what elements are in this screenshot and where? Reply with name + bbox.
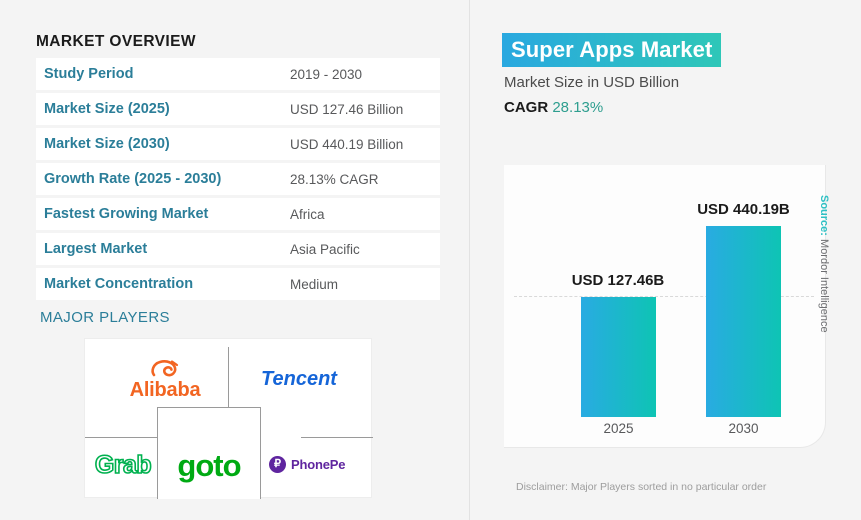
row-label: Market Size (2030) bbox=[44, 136, 170, 152]
bar-value-label-2025: USD 127.46B bbox=[571, 272, 665, 289]
row-label: Largest Market bbox=[44, 241, 148, 257]
disclaimer-text: Disclaimer: Major Players sorted in no p… bbox=[516, 481, 767, 493]
row-value: 2019 - 2030 bbox=[290, 66, 363, 82]
connector-line-vertical bbox=[228, 347, 229, 407]
table-row: Study Period 2019 - 2030 bbox=[36, 58, 440, 90]
table-row: Fastest Growing Market Africa bbox=[36, 198, 440, 230]
row-label: Market Concentration bbox=[44, 276, 194, 292]
row-label: Fastest Growing Market bbox=[44, 206, 209, 222]
bar-chart: USD 127.46B USD 440.19B 2025 2030 bbox=[504, 165, 826, 448]
tencent-wordmark: Tencent bbox=[261, 367, 337, 390]
bar-value-label-2030: USD 440.19B bbox=[697, 201, 790, 218]
chart-title: Super Apps Market bbox=[502, 33, 722, 67]
row-label: Study Period bbox=[44, 66, 134, 82]
source-value: Mordor Intelligence bbox=[818, 239, 830, 333]
market-overview-panel: MARKET OVERVIEW Study Period 2019 - 2030… bbox=[36, 0, 470, 520]
logo-alibaba: Alibaba bbox=[103, 351, 227, 407]
connector-line-right bbox=[301, 437, 373, 438]
source-attribution: Source: Mordor Intelligence bbox=[818, 195, 830, 375]
major-players-title: MAJOR PLAYERS bbox=[40, 309, 170, 326]
row-value: Asia Pacific bbox=[290, 241, 360, 257]
chart-panel: Super Apps Market Market Size in USD Bil… bbox=[471, 0, 861, 520]
source-label: Source: bbox=[818, 195, 830, 236]
market-overview-table: Study Period 2019 - 2030 Market Size (20… bbox=[36, 58, 440, 303]
table-row: Market Size (2025) USD 127.46 Billion bbox=[36, 93, 440, 125]
logo-tencent: Tencent bbox=[235, 351, 363, 407]
table-row: Market Size (2030) USD 440.19 Billion bbox=[36, 128, 440, 160]
major-players-logo-board: Alibaba Tencent Grab goto ₽ PhonePe bbox=[84, 338, 373, 499]
phonepe-wordmark: PhonePe bbox=[291, 456, 346, 472]
x-axis-tick-2030: 2030 bbox=[728, 421, 759, 436]
row-value: Medium bbox=[290, 276, 339, 292]
cagr-line: CAGR 28.13% bbox=[504, 99, 603, 116]
table-row: Largest Market Asia Pacific bbox=[36, 233, 440, 265]
row-label: Market Size (2025) bbox=[44, 101, 170, 117]
cagr-label: CAGR bbox=[504, 99, 549, 116]
chart-subtitle: Market Size in USD Billion bbox=[504, 74, 680, 91]
logo-goto: goto bbox=[159, 439, 259, 491]
center-logo-box bbox=[157, 407, 261, 499]
row-value: USD 127.46 Billion bbox=[290, 101, 404, 117]
row-value: Africa bbox=[290, 206, 325, 222]
page-title: MARKET OVERVIEW bbox=[36, 33, 196, 50]
alibaba-wordmark: Alibaba bbox=[129, 378, 201, 401]
logo-phonepe: ₽ PhonePe bbox=[269, 443, 369, 485]
table-row: Growth Rate (2025 - 2030) 28.13% CAGR bbox=[36, 163, 440, 195]
goto-wordmark: goto bbox=[177, 447, 241, 483]
bar-2025 bbox=[581, 297, 656, 417]
phonepe-glyph: ₽ bbox=[274, 457, 281, 470]
row-value: USD 440.19 Billion bbox=[290, 136, 404, 152]
chart-gridline bbox=[514, 296, 814, 297]
row-label: Growth Rate (2025 - 2030) bbox=[44, 171, 222, 187]
table-row: Market Concentration Medium bbox=[36, 268, 440, 300]
bar-2030 bbox=[706, 226, 781, 417]
connector-line-left bbox=[85, 437, 157, 438]
x-axis-tick-2025: 2025 bbox=[603, 421, 634, 436]
cagr-value: 28.13% bbox=[552, 99, 604, 116]
alibaba-mark-icon bbox=[148, 359, 182, 379]
row-value: 28.13% CAGR bbox=[290, 171, 379, 187]
logo-grab: Grab bbox=[89, 439, 157, 491]
grab-wordmark: Grab bbox=[94, 450, 152, 480]
phonepe-badge-icon: ₽ bbox=[269, 455, 286, 473]
